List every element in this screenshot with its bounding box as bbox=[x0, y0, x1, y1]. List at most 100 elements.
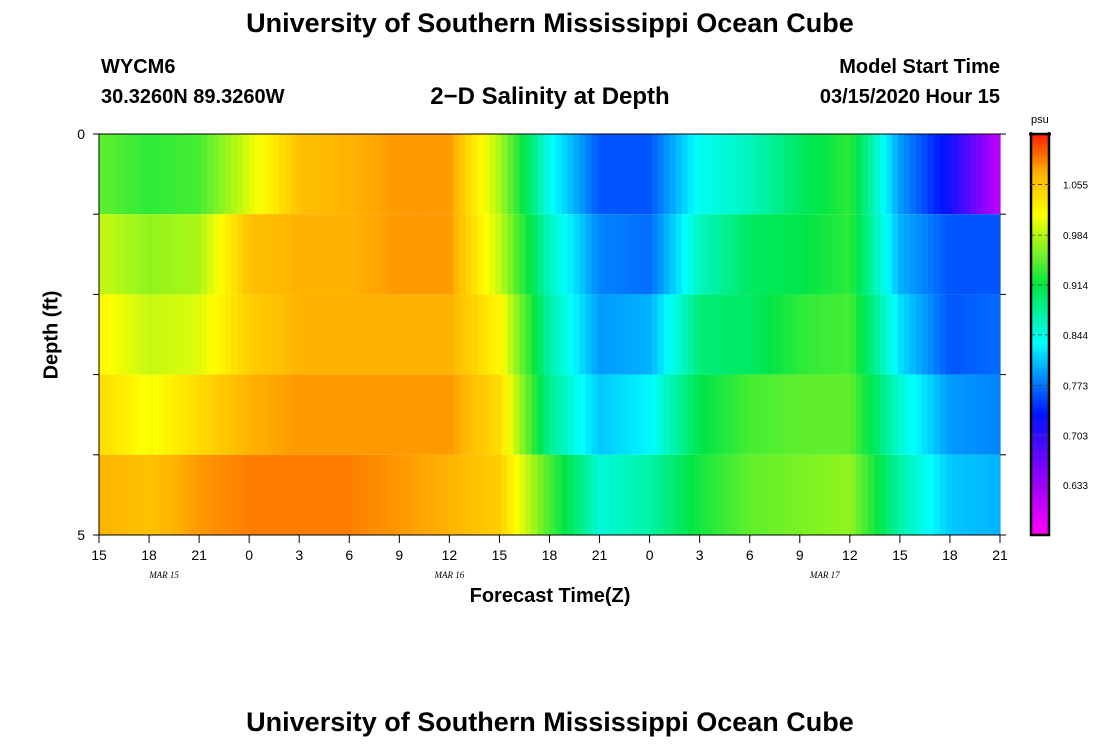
heatmap-cell bbox=[507, 214, 515, 295]
heatmap-cell bbox=[807, 134, 815, 215]
heatmap-cell bbox=[741, 134, 749, 215]
heatmap-cell bbox=[357, 294, 364, 375]
heatmap-cell bbox=[303, 454, 310, 535]
heatmap-cell bbox=[579, 294, 587, 375]
heatmap-cell bbox=[117, 454, 124, 535]
heatmap-cell bbox=[237, 214, 244, 295]
heatmap-cell bbox=[831, 294, 839, 375]
heatmap-cell bbox=[933, 374, 941, 455]
heatmap-cell bbox=[243, 454, 250, 535]
colorbar-segment bbox=[1031, 197, 1049, 202]
heatmap-cell bbox=[129, 214, 136, 295]
heatmap-cell bbox=[375, 374, 382, 455]
heatmap-cell bbox=[195, 214, 202, 295]
heatmap-cell bbox=[477, 134, 485, 215]
heatmap-cell bbox=[897, 294, 905, 375]
heatmap-cell bbox=[975, 214, 983, 295]
heatmap-cell bbox=[249, 454, 256, 535]
heatmap-cell bbox=[963, 374, 971, 455]
heatmap-cell bbox=[957, 214, 965, 295]
heatmap-cell bbox=[273, 374, 280, 455]
colorbar-segment bbox=[1031, 434, 1049, 439]
heatmap-cell bbox=[453, 454, 460, 535]
heatmap-cell bbox=[105, 134, 112, 215]
heatmap-cell bbox=[579, 134, 587, 215]
heatmap-cell bbox=[285, 294, 292, 375]
colorbar-segment bbox=[1031, 508, 1049, 513]
heatmap-cell bbox=[843, 134, 851, 215]
heatmap-cell bbox=[357, 454, 364, 535]
heatmap-cell bbox=[159, 214, 166, 295]
heatmap-cell bbox=[621, 374, 629, 455]
heatmap-cell bbox=[501, 294, 509, 375]
heatmap-cell bbox=[711, 214, 719, 295]
heatmap-cell bbox=[657, 214, 665, 295]
colorbar-tick-label: 0.844 bbox=[1063, 331, 1088, 342]
heatmap-cell bbox=[573, 214, 581, 295]
heatmap-cell bbox=[291, 214, 298, 295]
heatmap-cell bbox=[807, 214, 815, 295]
heatmap-cell bbox=[447, 214, 454, 295]
heatmap-cell bbox=[795, 454, 803, 535]
heatmap-cell bbox=[567, 134, 575, 215]
heatmap-cell bbox=[981, 374, 989, 455]
heatmap-cell bbox=[441, 134, 448, 215]
heatmap-cell bbox=[183, 374, 190, 455]
heatmap-cell bbox=[531, 134, 539, 215]
heatmap-cell bbox=[861, 454, 869, 535]
heatmap-cell bbox=[873, 374, 881, 455]
heatmap-cell bbox=[909, 454, 917, 535]
colorbar-segment bbox=[1031, 478, 1049, 483]
colorbar-segment bbox=[1031, 267, 1049, 272]
colorbar-segment bbox=[1031, 140, 1049, 145]
heatmap-cell bbox=[423, 134, 430, 215]
heatmap-cell bbox=[171, 214, 178, 295]
heatmap-cell bbox=[873, 454, 881, 535]
heatmap-cell bbox=[753, 214, 761, 295]
colorbar-tick-label: 0.984 bbox=[1063, 231, 1088, 242]
heatmap-cell bbox=[651, 454, 659, 535]
heatmap-cell bbox=[147, 374, 154, 455]
heatmap-cell bbox=[303, 294, 310, 375]
heatmap-cell bbox=[921, 454, 929, 535]
heatmap-cell bbox=[501, 134, 509, 215]
heatmap-cell bbox=[741, 294, 749, 375]
heatmap-cell bbox=[777, 374, 785, 455]
colorbar-tick-label: 0.633 bbox=[1063, 481, 1088, 492]
heatmap-cell bbox=[519, 454, 527, 535]
heatmap-cell bbox=[981, 214, 989, 295]
x-tick-label: 0 bbox=[245, 547, 253, 563]
heatmap-cell bbox=[585, 374, 593, 455]
heatmap-cell bbox=[123, 134, 130, 215]
colorbar-segment bbox=[1031, 481, 1049, 486]
heatmap-cell bbox=[387, 134, 394, 215]
colorbar-segment bbox=[1031, 441, 1049, 446]
heatmap-cell bbox=[645, 214, 653, 295]
heatmap-cell bbox=[933, 454, 941, 535]
colorbar-segment bbox=[1031, 144, 1049, 148]
heatmap-cell bbox=[921, 294, 929, 375]
heatmap-cell bbox=[969, 214, 977, 295]
heatmap-cell bbox=[309, 454, 316, 535]
heatmap-cell bbox=[345, 294, 352, 375]
heatmap-cell bbox=[555, 374, 563, 455]
heatmap-cell bbox=[759, 214, 767, 295]
heatmap-cell bbox=[975, 454, 983, 535]
heatmap-cell bbox=[555, 454, 563, 535]
heatmap-cell bbox=[597, 374, 605, 455]
heatmap-cell bbox=[957, 454, 965, 535]
heatmap-cell bbox=[117, 374, 124, 455]
heatmap-cell bbox=[327, 454, 334, 535]
heatmap-cell bbox=[537, 374, 545, 455]
heatmap-cell bbox=[399, 214, 406, 295]
heatmap-cell bbox=[141, 134, 148, 215]
colorbar-segment bbox=[1031, 287, 1049, 292]
heatmap-cell bbox=[375, 214, 382, 295]
x-tick-label: 21 bbox=[592, 547, 608, 563]
heatmap-cell bbox=[255, 214, 262, 295]
heatmap-cell bbox=[789, 294, 797, 375]
heatmap-cell bbox=[879, 374, 887, 455]
colorbar-segment bbox=[1031, 327, 1049, 332]
heatmap-cell bbox=[939, 134, 947, 215]
heatmap-cell bbox=[645, 454, 653, 535]
